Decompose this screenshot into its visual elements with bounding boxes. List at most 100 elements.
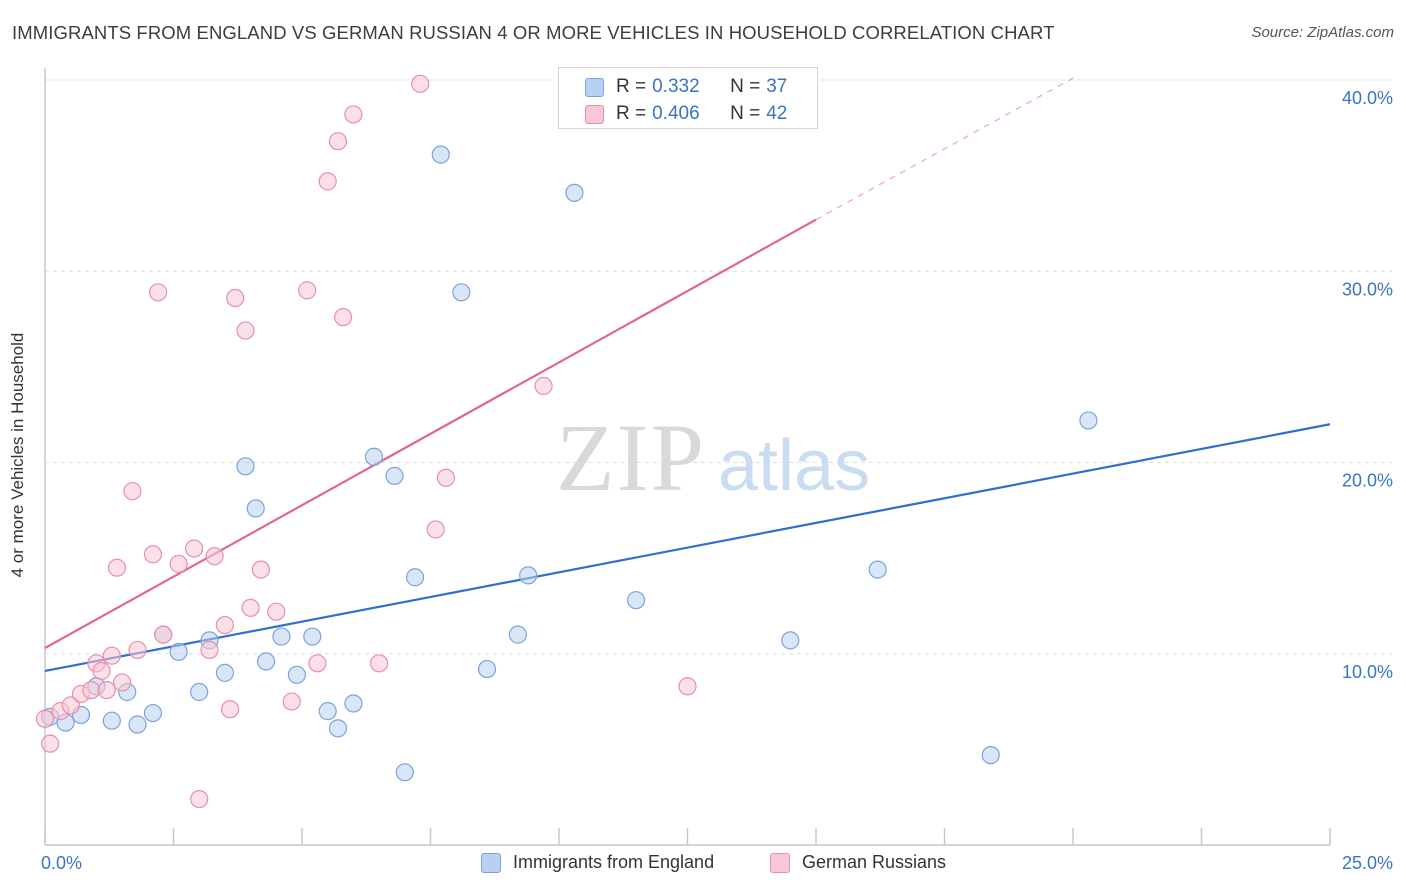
stats-legend-row-pink: R = 0.406 N = 42 [585, 102, 787, 126]
legend-label-england: Immigrants from England [513, 852, 715, 872]
grid-layer [45, 79, 1392, 655]
data-point-german-russians[interactable] [328, 132, 348, 151]
data-point-german-russians[interactable] [169, 554, 188, 573]
data-point-england[interactable] [431, 145, 450, 164]
data-point-england[interactable] [868, 560, 887, 579]
legend-n-value: 37 [766, 76, 788, 97]
data-point-england[interactable] [385, 466, 404, 485]
data-point-german-russians[interactable] [215, 615, 234, 635]
data-point-england[interactable] [169, 642, 188, 661]
data-point-england[interactable] [256, 652, 276, 671]
data-point-england[interactable] [981, 746, 1000, 765]
data-point-england[interactable] [102, 711, 121, 730]
data-point-german-russians[interactable] [82, 680, 101, 700]
data-point-england[interactable] [143, 703, 163, 723]
legend-n-label: N = [730, 76, 761, 97]
data-point-england[interactable] [364, 447, 384, 466]
data-point-england[interactable] [318, 702, 337, 721]
trend-line-german-russians [44, 218, 817, 649]
watermark-atlas: atlas [718, 426, 870, 506]
data-point-german-russians[interactable] [267, 602, 286, 621]
legend-swatch-blue [585, 77, 604, 97]
legend-item-german-russians[interactable]: German Russians [770, 852, 946, 873]
data-point-german-russians[interactable] [298, 281, 317, 300]
data-point-german-russians[interactable] [236, 321, 255, 340]
legend-label-german-russians: German Russians [802, 852, 947, 872]
data-point-england[interactable] [190, 682, 209, 702]
y-axis-label: 4 or more Vehicles in Household [8, 332, 27, 578]
chart-title: IMMIGRANTS FROM ENGLAND VS GERMAN RUSSIA… [12, 22, 1055, 43]
data-point-german-russians[interactable] [534, 376, 553, 396]
y-tick-label: 10.0% [1342, 662, 1393, 682]
watermark-zip: ZIP [556, 404, 706, 511]
data-point-german-russians[interactable] [92, 661, 111, 681]
data-point-england[interactable] [236, 457, 255, 476]
data-point-england[interactable] [328, 719, 348, 738]
data-point-german-russians[interactable] [154, 625, 173, 644]
data-point-england[interactable] [272, 627, 291, 646]
data-point-german-russians[interactable] [205, 547, 224, 566]
chart-source: Source: ZipAtlas.com [1251, 24, 1394, 41]
data-point-german-russians[interactable] [112, 673, 132, 692]
data-point-england[interactable] [1079, 411, 1098, 430]
data-point-england[interactable] [519, 566, 538, 585]
legend-r-value: 0.332 [652, 76, 700, 97]
data-point-german-russians[interactable] [102, 646, 121, 665]
data-point-german-russians[interactable] [220, 700, 240, 719]
data-point-german-russians[interactable] [678, 677, 697, 696]
data-point-german-russians[interactable] [97, 680, 116, 700]
data-point-german-russians[interactable] [282, 692, 301, 711]
legend-item-england[interactable]: Immigrants from England [481, 852, 714, 873]
data-point-german-russians[interactable] [41, 734, 60, 753]
data-point-england[interactable] [452, 283, 471, 302]
data-point-england[interactable] [303, 627, 322, 646]
data-point-german-russians[interactable] [184, 539, 204, 558]
data-point-german-russians[interactable] [318, 172, 337, 191]
y-tick-label: 30.0% [1342, 279, 1393, 299]
data-point-german-russians[interactable] [436, 468, 456, 487]
tick-label-layer: 10.0% 20.0% 30.0% 40.0% 0.0% 25.0% [41, 88, 1393, 873]
y-tick-label: 20.0% [1342, 471, 1393, 491]
data-point-german-russians[interactable] [370, 654, 389, 673]
data-point-german-russians[interactable] [143, 545, 163, 564]
data-point-england[interactable] [395, 763, 414, 782]
data-point-german-russians[interactable] [107, 558, 127, 577]
data-point-german-russians[interactable] [344, 105, 363, 124]
data-point-england[interactable] [246, 499, 265, 518]
legend-n-value: 42 [766, 103, 788, 124]
data-point-german-russians[interactable] [226, 288, 245, 308]
data-point-england[interactable] [477, 659, 497, 679]
data-point-england[interactable] [405, 568, 425, 587]
data-point-german-russians[interactable] [190, 789, 209, 809]
data-point-german-russians[interactable] [251, 560, 270, 579]
legend-swatch-england [481, 852, 501, 873]
data-point-german-russians[interactable] [123, 482, 142, 501]
series-legend: Immigrants from England German Russians [0, 852, 1406, 878]
data-point-german-russians[interactable] [35, 709, 55, 728]
data-point-england[interactable] [626, 591, 646, 610]
watermark: ZIP atlas [556, 404, 870, 511]
legend-swatch-german-russians [770, 852, 790, 873]
data-point-german-russians[interactable] [411, 74, 430, 93]
data-point-england[interactable] [508, 625, 527, 644]
data-point-england[interactable] [128, 715, 147, 734]
trend-line-england [44, 423, 1331, 673]
data-point-german-russians[interactable] [148, 283, 168, 302]
data-point-german-russians[interactable] [128, 640, 147, 660]
y-tick-label: 40.0% [1342, 88, 1393, 108]
data-point-german-russians[interactable] [308, 654, 327, 673]
data-point-german-russians[interactable] [426, 520, 445, 539]
data-point-england[interactable] [215, 663, 234, 682]
data-point-england[interactable] [344, 694, 363, 713]
data-point-england[interactable] [565, 183, 584, 202]
stats-legend-row-blue: R = 0.332 N = 37 [585, 75, 787, 99]
data-point-german-russians[interactable] [334, 308, 353, 327]
trend-layer [44, 77, 1331, 673]
data-point-england[interactable] [287, 665, 306, 684]
data-point-england[interactable] [781, 631, 800, 650]
data-point-german-russians[interactable] [200, 640, 219, 660]
data-point-german-russians[interactable] [61, 696, 80, 715]
data-point-german-russians[interactable] [241, 598, 260, 617]
points-layer [35, 74, 1098, 809]
